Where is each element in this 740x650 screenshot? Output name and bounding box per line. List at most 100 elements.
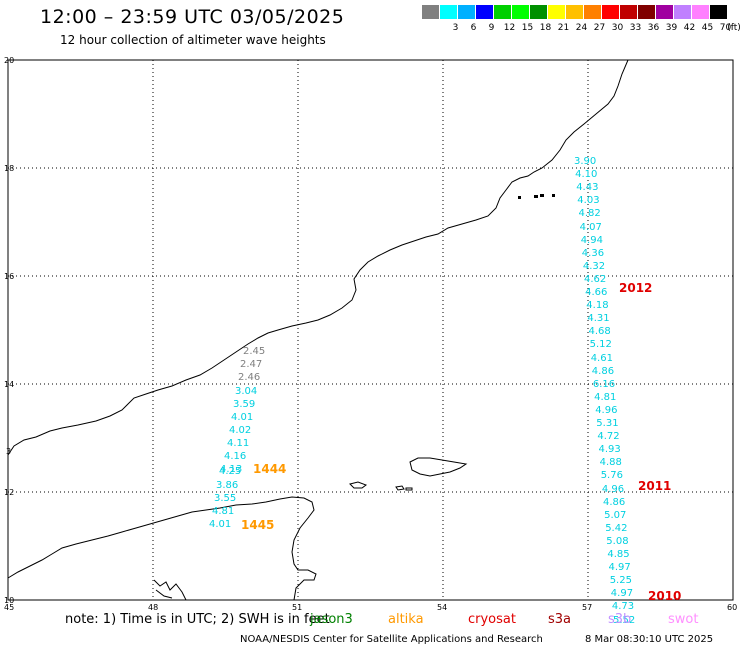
legend-swatch [710,5,727,19]
credit-line: NOAA/NESDIS Center for Satellite Applica… [240,634,543,645]
legend-label: 39 [665,23,678,33]
legend-swatch [584,5,601,19]
wave-height-label: 5.52 [613,614,636,626]
wave-height-label: 4.16 [224,451,247,462]
satellite-name: swot [668,612,699,627]
wave-height-label: 4.97 [608,562,631,574]
pass-time-label: 2012 [619,281,653,295]
legend-label: 18 [539,23,552,33]
wave-height-label: 3.04 [235,386,258,397]
lon-tick-label: 51 [292,603,303,612]
legend-label: 42 [683,23,696,33]
map-subtitle: 12 hour collection of altimeter wave hei… [60,33,326,47]
wave-height-label: 4.72 [597,431,620,443]
map-frame [7,59,734,601]
wave-height-label: 4.01 [231,412,254,423]
legend-label: 12 [503,23,516,33]
lat-lon-grid [8,60,733,600]
legend-swatch [440,5,457,19]
legend-swatch [566,5,583,19]
wave-height-label: 4.68 [588,326,611,338]
legend-label: 27 [593,23,606,33]
wave-height-label: 4.18 [586,300,609,312]
wave-height-label: 4.86 [603,496,626,508]
wave-height-label: 4.62 [584,273,607,285]
legend-swatch [638,5,655,19]
pass-time-label: 1444 [253,462,287,476]
wave-height-label: 4.31 [587,313,610,325]
wave-height-label: 5.08 [606,535,629,547]
islands-kuria-muria [518,194,555,199]
legend-swatch [476,5,493,19]
pass-time-label: 2011 [638,479,672,493]
pass-time-label: 1445 [241,518,275,532]
wave-height-label: 4.25 [219,466,242,477]
footnote: note: 1) Time is in UTC; 2) SWH is in fe… [65,612,330,627]
wave-height-label: 4.96 [595,404,618,416]
lat-tick-label: 10 [4,596,15,605]
island-abd-al-kuri [349,481,368,489]
legend-swatch [548,5,565,19]
wave-height-label: 3.90 [574,156,597,167]
wave-height-label: 4.88 [599,457,622,469]
map-title: 12:00 – 23:59 UTC 03/05/2025 [40,6,345,28]
legend-swatch [602,5,619,19]
wave-height-label: 2.47 [240,359,263,370]
lat-tick-label: 14 [4,380,15,389]
wave-height-label: 4.66 [585,287,608,298]
wave-height-label: 5.25 [609,575,632,587]
wave-height-label: 4.81 [594,391,617,403]
pass-time-label: 2010 [648,589,682,603]
wave-height-label: 4.73 [611,601,635,613]
legend-swatch [674,5,691,19]
wave-height-label: 5.76 [600,470,623,482]
lat-tick-label: 16 [4,272,15,281]
legend-label: 3 [452,23,459,33]
wave-height-label: 2.45 [243,346,266,357]
wave-height-label: 4.94 [580,234,603,246]
island-small-1 [395,485,405,491]
legend-label: 6 [470,23,477,33]
satellite-name: cryosat [468,612,516,627]
wave-height-label: 4.11 [227,438,250,449]
lon-tick-label: 45 [4,603,15,612]
lat-tick-label: 18 [4,164,15,173]
wave-height-label: 4.03 [577,195,600,207]
wave-height-label: 5.07 [604,509,627,521]
wave-height-label: 2.46 [238,372,261,383]
wave-height-label: 4.10 [575,169,598,181]
legend-swatch [422,5,439,19]
legend-label: 45 [701,23,714,33]
legend-swatch [494,5,511,19]
legend-label: 33 [629,23,642,33]
generation-timestamp: 8 Mar 08:30:10 UTC 2025 [585,634,714,645]
legend-swatch [620,5,637,19]
legend-swatch [530,5,547,19]
wave-height-label: 6.16 [592,378,616,390]
legend-swatch [512,5,529,19]
wave-height-label: 4.36 [581,247,605,259]
wave-height-label: 4.13 [220,464,243,475]
wave-height-label: 4.82 [578,208,601,220]
legend-swatch [458,5,475,19]
legend-label: 30 [611,23,624,33]
wave-height-label: 4.02 [229,425,252,436]
legend-label: 36 [647,23,660,33]
legend-unit: (ft) [727,23,740,33]
wave-height-label: 4.01 [209,519,232,530]
wave-height-label: 5.42 [605,522,628,534]
lat-tick-label: 20 [4,56,15,65]
wave-height-label: 3.59 [233,399,256,410]
wave-height-label: 4.93 [598,444,621,456]
wave-height-label: 4.43 [576,182,599,194]
island-socotra [409,457,468,477]
legend-label: 21 [557,23,570,33]
lon-tick-label: 60 [727,603,738,612]
legend-swatch [692,5,709,19]
wave-height-label: 4.81 [212,506,235,517]
legend-label: 24 [575,23,588,33]
wave-height-label: 3.55 [214,493,237,504]
island-small-2 [405,487,413,491]
lon-tick-label: 54 [437,603,448,612]
